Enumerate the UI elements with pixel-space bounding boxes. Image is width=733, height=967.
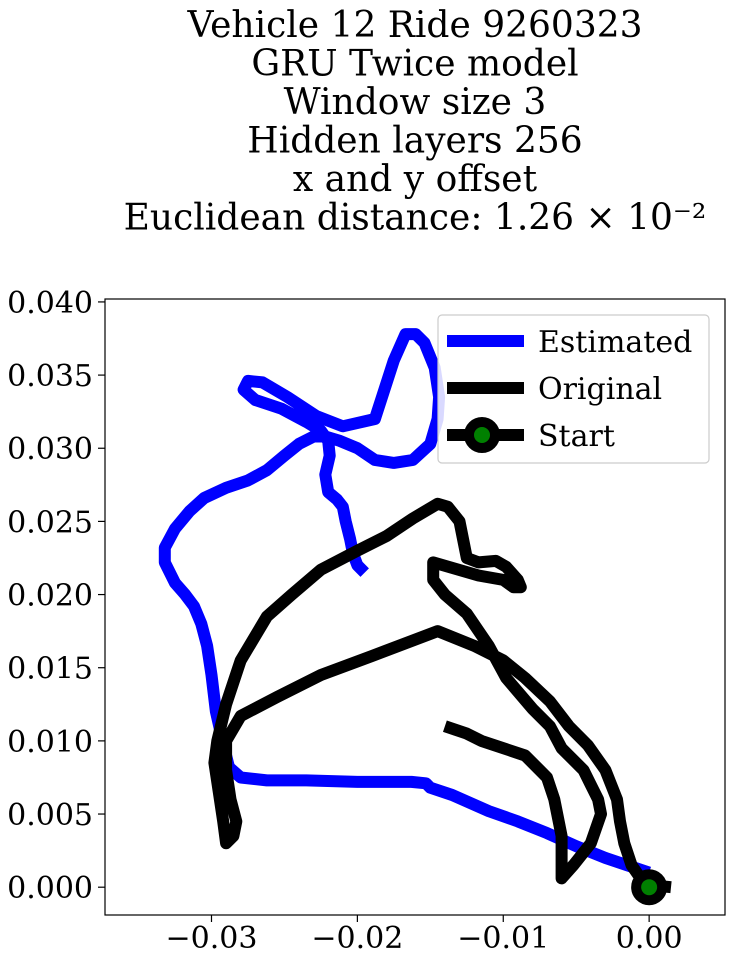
x-tick-label: −0.02 [311, 921, 403, 956]
plot-area [104, 298, 726, 916]
x-tick-label: −0.03 [166, 921, 258, 956]
plot-frame [104, 298, 726, 916]
title-line-3: Window size 3 [284, 82, 547, 123]
y-tick-label: 0.005 [7, 798, 93, 833]
y-tick-label: 0.035 [7, 359, 93, 394]
y-tick-label: 0.010 [7, 725, 93, 760]
legend-label-original: Original [538, 372, 662, 407]
x-axis: −0.03 −0.02 −0.01 0.00 [166, 915, 683, 956]
title-line-5: x and y offset [293, 159, 538, 200]
x-tick-label: −0.01 [457, 921, 549, 956]
title-line-6: Euclidean distance: 1.26 × 10⁻² [124, 198, 707, 239]
x-tick-label: 0.00 [616, 921, 683, 956]
title-line-4: Hidden layers 256 [247, 121, 582, 162]
legend-start-marker-icon [464, 417, 500, 453]
y-tick-label: 0.020 [7, 579, 93, 614]
start-marker [631, 869, 668, 906]
legend-box [437, 314, 710, 464]
y-tick-label: 0.015 [7, 652, 93, 687]
title-line-1: Vehicle 12 Ride 9260323 [186, 5, 642, 46]
y-tick-label: 0.025 [7, 505, 93, 540]
legend: Estimated Original Start [437, 314, 710, 464]
legend-label-start: Start [538, 419, 615, 454]
title-line-2: GRU Twice model [251, 44, 578, 85]
y-axis: 0.000 0.005 0.010 0.015 0.020 0.025 0.030 0.035… [7, 286, 105, 906]
series-line-estimated [158, 328, 652, 879]
y-tick-label: 0.040 [7, 286, 93, 321]
series-layer [158, 328, 672, 906]
y-tick-label: 0.000 [7, 871, 93, 906]
legend-label-estimated: Estimated [538, 325, 692, 360]
y-tick-label: 0.030 [7, 432, 93, 467]
series-line-original [208, 497, 672, 894]
